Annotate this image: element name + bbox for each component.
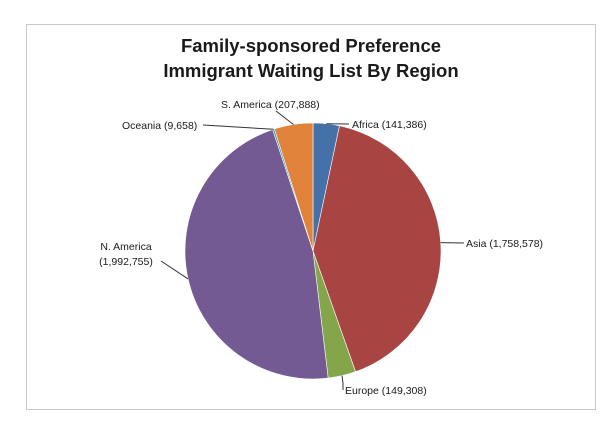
leader-lines [160,110,465,390]
label-n-america-value: (1,992,755) [99,256,153,268]
pie-slice-asia [312,125,442,373]
label-asia: Asia (1,758,578) [466,238,543,250]
chart-title-line-1: Family-sponsored Preference [181,35,441,56]
pie-slice-n-america [184,129,329,380]
leader-line-n-america [160,260,189,280]
label-europe: Europe (149,308) [345,385,427,397]
leader-line-s-america [275,110,294,125]
label-s-america: S. America (207,888) [221,99,320,111]
leader-line-oceania [202,124,274,130]
pie-chart: Family-sponsored Preference Immigrant Wa… [99,35,543,397]
chart-title-line-2: Immigrant Waiting List By Region [163,60,458,81]
label-oceania: Oceania (9,658) [122,120,197,132]
chart-frame: Family-sponsored Preference Immigrant Wa… [26,24,596,410]
label-n-america-name: N. America [100,241,152,253]
pie-slices [184,122,442,380]
pie-slice-s-america [273,122,314,252]
label-africa: Africa (141,386) [352,119,427,131]
leader-line-europe [341,375,344,390]
